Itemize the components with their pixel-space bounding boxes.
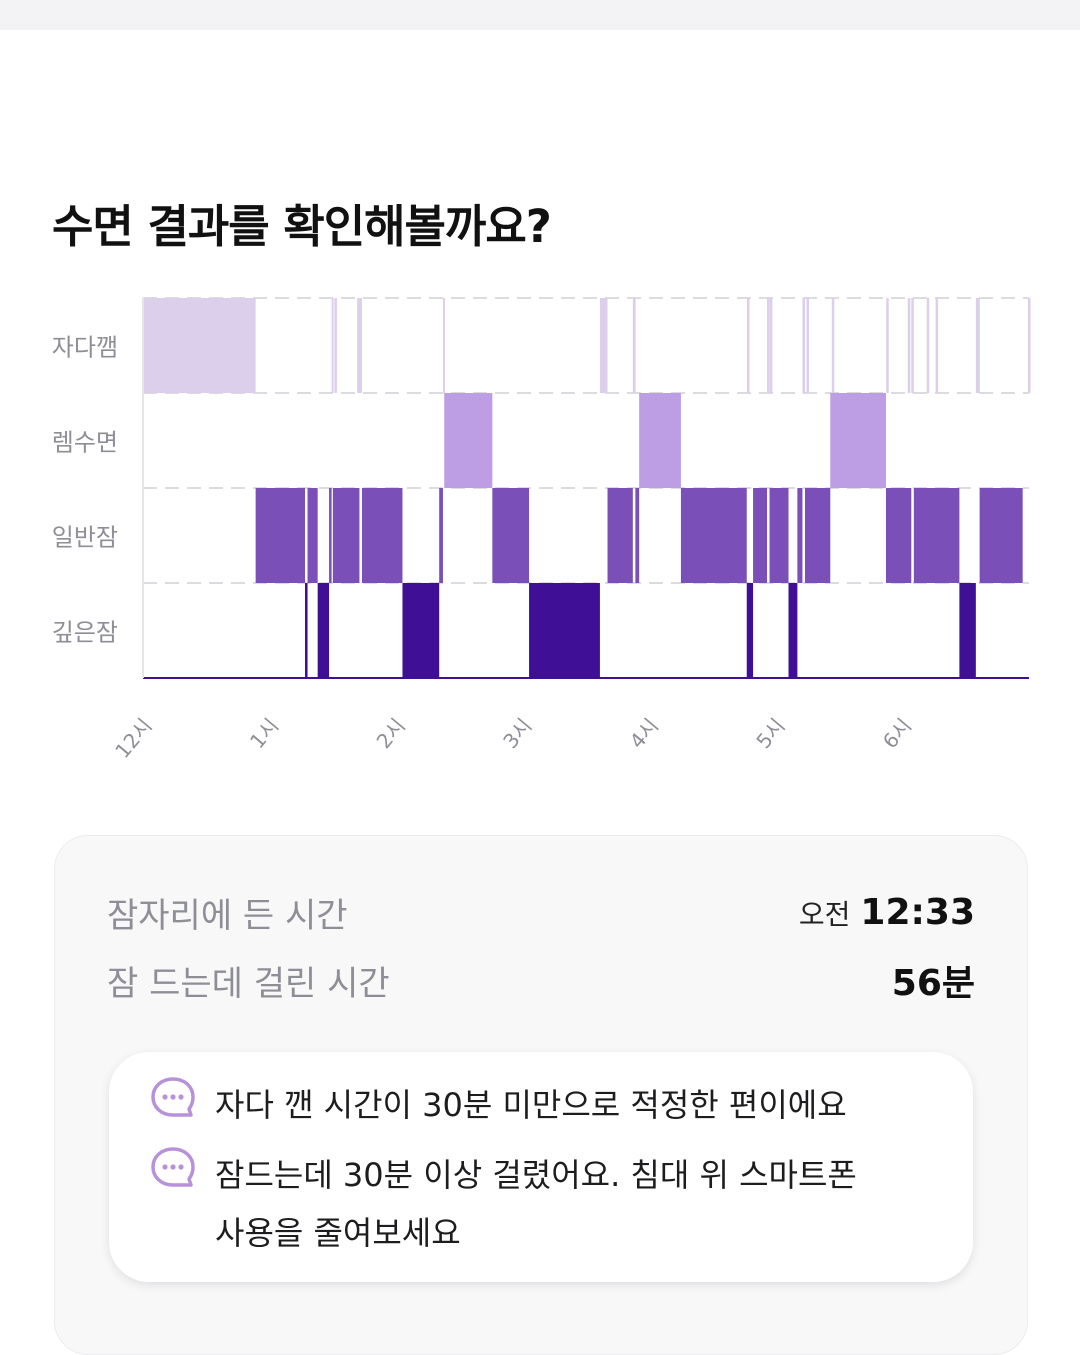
segment-일반잠: [769, 488, 789, 583]
latency-value: 56분: [891, 963, 975, 1004]
wake-tick: [601, 298, 604, 393]
bedtime-label: 잠자리에 든 시간: [107, 896, 348, 936]
stage-label: 일반잠: [52, 524, 118, 552]
segment-자다깸: [359, 298, 362, 393]
wake-tick: [886, 298, 889, 393]
wake-tick: [935, 298, 939, 393]
stage-label: 깊은잠: [52, 619, 118, 647]
top-status-bar: [0, 0, 1080, 30]
segment-렘수면: [444, 393, 493, 488]
bedtime-row: 잠자리에 든 시간 오전 12:33: [107, 888, 975, 937]
tip-text: 자다 깬 시간이 30분 미만으로 적정한 편이에요: [215, 1086, 847, 1124]
latency-label: 잠 드는데 걸린 시간: [107, 963, 390, 1004]
segment-렘수면: [830, 393, 886, 488]
segment-깊은잠: [305, 583, 308, 678]
segment-일반잠: [797, 488, 803, 583]
segment-자다깸: [143, 298, 256, 393]
stage-label: 렘수면: [52, 429, 118, 457]
wake-tick: [747, 298, 750, 393]
wake-tick: [357, 298, 360, 393]
bedtime-ampm: 오전: [798, 898, 851, 931]
wake-tick: [334, 298, 337, 393]
segment-자다깸: [802, 298, 805, 393]
x-tick-label: 5시: [751, 714, 789, 753]
stage-label: 자다깸: [52, 334, 118, 362]
x-tick-label: 12시: [110, 714, 157, 763]
bedtime-value: 12:33: [860, 892, 975, 933]
sleep-summary-card: 잠자리에 든 시간 오전 12:33 잠 드는데 걸린 시간 56분 자다 깬 …: [54, 835, 1028, 1355]
segment-깊은잠: [317, 583, 330, 678]
segment-일반잠: [804, 488, 831, 583]
x-tick-label: 2시: [372, 714, 410, 753]
segment-일반잠: [329, 488, 332, 583]
segment-일반잠: [607, 488, 633, 583]
wake-tick: [633, 298, 636, 393]
segment-깊은잠: [788, 583, 798, 678]
wake-tick: [831, 298, 835, 393]
segment-자다깸: [911, 298, 914, 393]
wake-tick: [769, 298, 773, 393]
chat-bubble-icon: [151, 1147, 195, 1187]
latency-row: 잠 드는데 걸린 시간 56분: [107, 954, 975, 1006]
wake-tick: [1028, 298, 1031, 393]
segment-자다깸: [442, 298, 445, 393]
x-tick-label: 3시: [498, 714, 536, 753]
segment-깊은잠: [959, 583, 976, 678]
segment-자다깸: [331, 298, 334, 393]
tip-item: 자다 깬 시간이 30분 미만으로 적정한 편이에요: [149, 1076, 895, 1134]
segment-일반잠: [361, 488, 403, 583]
segment-깊은잠: [402, 583, 440, 678]
segment-깊은잠: [746, 583, 754, 678]
segment-일반잠: [255, 488, 306, 583]
wake-tick: [926, 298, 930, 393]
wake-tick: [977, 298, 980, 393]
x-tick-label: 4시: [625, 714, 663, 753]
bedtime-value-group: 오전 12:33: [799, 892, 975, 933]
tip-text: 잠드는데 30분 이상 걸렸어요. 침대 위 스마트폰 사용을 줄여보세요: [215, 1156, 857, 1252]
chat-bubble-icon: [151, 1077, 195, 1117]
segment-일반잠: [753, 488, 767, 583]
segment-깊은잠: [529, 583, 600, 678]
segment-일반잠: [492, 488, 530, 583]
segment-일반잠: [439, 488, 443, 583]
tip-item: 잠드는데 30분 이상 걸렸어요. 침대 위 스마트폰 사용을 줄여보세요: [149, 1146, 895, 1262]
segment-렘수면: [639, 393, 681, 488]
page-title: 수면 결과를 확인해볼까요?: [52, 200, 552, 253]
wake-tick: [806, 298, 809, 393]
segment-일반잠: [979, 488, 1023, 583]
sleep-tips-box: 자다 깬 시간이 30분 미만으로 적정한 편이에요 잠드는데 30분 이상 걸…: [109, 1052, 973, 1282]
latency-value-group: 56분: [892, 954, 975, 1006]
wake-tick: [907, 298, 911, 393]
x-tick-label: 6시: [878, 714, 916, 753]
segment-자다깸: [766, 298, 770, 393]
segment-일반잠: [332, 488, 360, 583]
x-tick-label: 1시: [245, 714, 283, 753]
segment-일반잠: [913, 488, 960, 583]
segment-일반잠: [680, 488, 747, 583]
segment-일반잠: [635, 488, 640, 583]
segment-일반잠: [307, 488, 318, 583]
segment-일반잠: [885, 488, 912, 583]
